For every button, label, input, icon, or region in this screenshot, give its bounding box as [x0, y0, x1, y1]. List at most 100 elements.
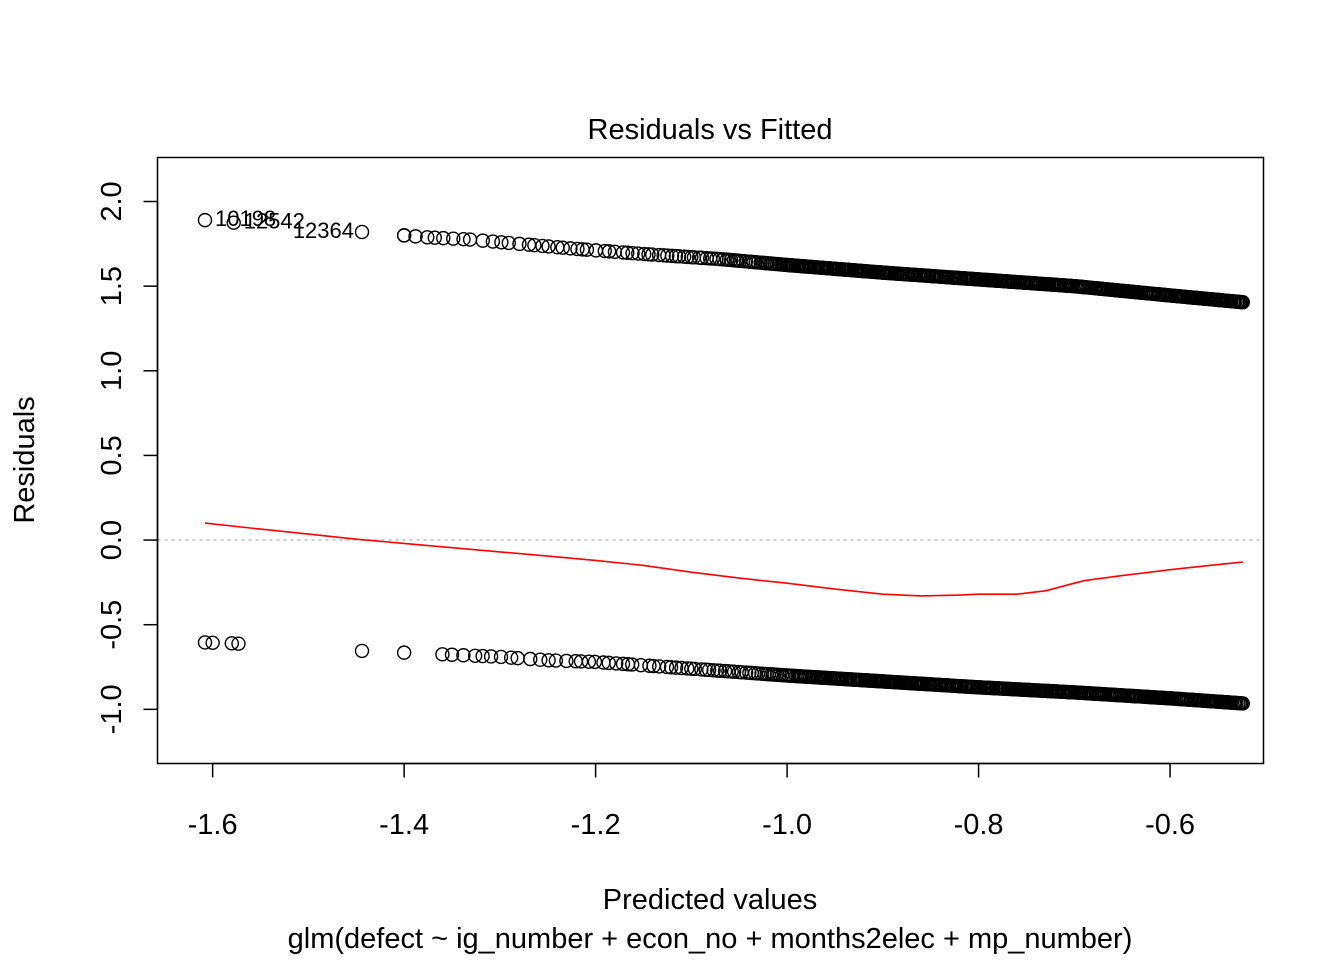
- residual-point: [436, 230, 451, 246]
- chart-title: Residuals vs Fitted: [588, 114, 833, 146]
- x-tick-label: -0.6: [1145, 809, 1195, 841]
- residual-point: [1235, 295, 1251, 310]
- residual-point: [427, 230, 442, 245]
- residual-point: [660, 248, 675, 263]
- residual-point: [581, 654, 597, 669]
- residual-point: [680, 661, 695, 676]
- residual-point: [354, 224, 370, 240]
- residual-point: [559, 653, 574, 669]
- residual-point: [694, 662, 709, 677]
- residual-point: [706, 663, 721, 678]
- residual-point: [645, 247, 660, 262]
- residual-point: [527, 237, 542, 253]
- residual-point: [663, 660, 679, 675]
- residual-point: [535, 238, 550, 254]
- residual-point: [712, 251, 727, 267]
- residual-point: [651, 659, 667, 674]
- residual-point: [503, 650, 519, 665]
- y-tick-label: -0.5: [96, 600, 128, 650]
- y-tick-label: 0.0: [96, 520, 128, 560]
- residual-point: [608, 656, 624, 671]
- residual-point: [197, 212, 213, 228]
- outlier-label: 12542: [244, 209, 305, 234]
- residual-point: [205, 635, 220, 651]
- x-tick-label: -1.0: [762, 809, 812, 841]
- residual-point: [625, 245, 640, 261]
- residual-point: [656, 248, 671, 263]
- residual-point: [420, 230, 435, 245]
- residual-point: [548, 653, 564, 668]
- residual-point: [668, 660, 684, 675]
- residual-point: [446, 231, 461, 246]
- residual-point: [664, 248, 680, 264]
- x-axis-label: Predicted values: [603, 884, 817, 916]
- residual-point: [705, 251, 721, 266]
- residual-point: [396, 228, 412, 243]
- outlier-label: 12364: [293, 218, 354, 243]
- residual-point: [408, 229, 423, 244]
- y-tick-label: -1.0: [96, 684, 128, 734]
- outlier-label: 10198: [215, 206, 276, 231]
- residual-point: [456, 231, 471, 247]
- residual-point: [475, 648, 490, 664]
- y-tick-label: 0.5: [96, 435, 128, 475]
- chart-subtitle: glm(defect ~ ig_number + econ_no + month…: [288, 923, 1133, 955]
- residual-point: [587, 654, 603, 670]
- residual-point: [597, 243, 612, 259]
- residual-point: [601, 655, 616, 671]
- residual-point: [573, 654, 589, 669]
- residual-point: [1235, 696, 1251, 711]
- plot-frame: [156, 156, 1265, 765]
- residual-point: [396, 645, 412, 660]
- x-tick-label: -0.8: [954, 809, 1004, 841]
- y-tick-label: 2.0: [96, 181, 128, 221]
- residual-point: [533, 652, 548, 667]
- residual-point: [226, 215, 241, 230]
- residual-point: [637, 246, 652, 262]
- residual-point: [631, 246, 646, 261]
- residual-point: [726, 664, 742, 679]
- residual-point: [475, 233, 490, 248]
- residual-point: [435, 647, 450, 662]
- residual-point: [493, 649, 509, 665]
- residual-point: [579, 242, 595, 257]
- residual-point: [483, 649, 499, 664]
- x-tick-label: -1.2: [571, 809, 621, 841]
- residual-point: [197, 635, 213, 650]
- residual-point: [624, 657, 640, 672]
- x-tick-label: -1.4: [379, 809, 429, 841]
- y-axis-label: Residuals: [9, 396, 41, 523]
- residual-point: [642, 658, 657, 673]
- smooth-trend-line: [204, 522, 1243, 597]
- residual-point: [512, 236, 527, 252]
- residual-point: [485, 234, 501, 249]
- residual-point: [354, 643, 370, 659]
- residual-point: [712, 663, 728, 678]
- residual-point: [523, 651, 538, 667]
- residual-point: [494, 235, 509, 250]
- residual-point: [687, 661, 703, 677]
- residual-point: [701, 662, 717, 678]
- residual-point: [570, 241, 585, 257]
- x-tick-label: -1.6: [188, 809, 238, 841]
- residual-point: [444, 647, 460, 662]
- y-tick-label: 1.5: [96, 266, 128, 306]
- residual-point: [641, 247, 656, 262]
- residual-point: [541, 653, 556, 668]
- residual-point: [694, 250, 710, 266]
- residual-point: [676, 249, 692, 264]
- y-tick-label: 1.0: [96, 351, 128, 391]
- residual-point: [501, 235, 516, 251]
- residual-point: [615, 245, 631, 260]
- residual-point: [563, 241, 578, 256]
- residual-point: [224, 636, 239, 651]
- residual-point: [615, 656, 631, 672]
- residual-point: [659, 659, 675, 675]
- residual-point: [456, 648, 471, 663]
- residual-point: [620, 245, 635, 260]
- residual-point: [555, 240, 570, 255]
- residual-point: [231, 636, 246, 651]
- residual-point: [601, 244, 617, 259]
- residual-point: [467, 648, 483, 663]
